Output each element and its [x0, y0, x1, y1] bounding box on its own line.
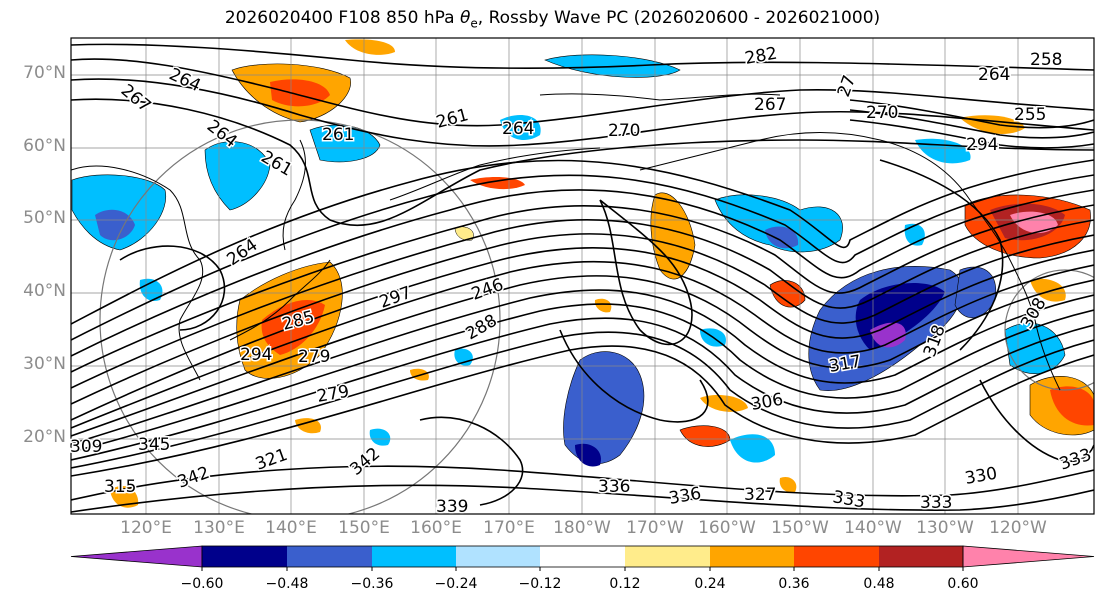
negative-anomaly: [563, 351, 645, 464]
positive-anomaly: [295, 418, 321, 434]
contour-label: 264: [502, 119, 534, 139]
positive-anomaly: [110, 485, 139, 508]
lon-label-170e: 170°E: [483, 518, 535, 538]
positive-anomaly: [779, 476, 797, 493]
positive-anomaly: [454, 226, 474, 241]
colorbar-tick-label: −0.48: [265, 576, 309, 592]
negative-anomaly: [139, 278, 163, 301]
contour-label: 336: [598, 477, 630, 497]
lon-label-150e: 150°E: [338, 518, 390, 538]
lon-label-130e: 130°E: [193, 518, 245, 538]
contour-label: 339: [436, 497, 468, 517]
lat-label-60n: 60°N: [23, 136, 66, 156]
contour-label: 294: [966, 135, 998, 155]
contour-label: 285: [280, 307, 317, 335]
contour-label: 309: [70, 437, 102, 457]
lon-label-120w: 120°W: [989, 518, 1047, 538]
lon-label-160w: 160°W: [698, 518, 756, 538]
anomaly-shading: [71, 39, 1094, 508]
map-frame: [70, 37, 1095, 515]
negative-anomaly: [575, 443, 601, 467]
contour-label: 267: [754, 95, 786, 115]
map-title: 2026020400 F108 850 hPa θe, Rossby Wave …: [224, 8, 881, 31]
lon-label-140e: 140°E: [265, 518, 317, 538]
negative-anomaly: [204, 141, 271, 211]
contour-label: 333: [920, 493, 952, 513]
colorbar-tick-label: 0.24: [694, 576, 726, 592]
negative-anomaly: [1004, 322, 1066, 374]
positive-anomaly: [261, 300, 325, 355]
positive-anomaly: [470, 177, 525, 190]
contour-label: 315: [104, 477, 136, 497]
contour-label: 336: [667, 484, 702, 509]
positive-anomaly: [594, 298, 612, 313]
negative-anomaly: [500, 115, 541, 140]
lon-label-170w: 170°W: [626, 518, 684, 538]
positive-anomaly: [1010, 211, 1058, 234]
negative-anomaly: [870, 322, 906, 348]
lat-label-50n: 50°N: [23, 208, 66, 228]
colorbar-tick-label: 0.60: [947, 576, 979, 592]
contour-label: 264: [978, 65, 1010, 85]
negative-anomaly: [765, 226, 799, 249]
lat-label-70n: 70°N: [23, 63, 66, 83]
colorbar-tick-label: 0.36: [778, 576, 810, 592]
contour-label: 279: [298, 347, 330, 367]
lon-label-120e: 120°E: [120, 518, 172, 538]
colorbar-tick-label: 0.12: [609, 576, 641, 592]
contour-label: 345: [138, 435, 170, 455]
lat-label-30n: 30°N: [23, 354, 66, 374]
contour-label: 255: [1014, 105, 1046, 125]
lon-label-150w: 150°W: [771, 518, 829, 538]
colorbar-tick-label: 0.48: [863, 576, 895, 592]
lon-label-180w: 180°W: [553, 518, 611, 538]
colorbar-tick-label: −0.60: [180, 576, 224, 592]
contour-label: 327: [744, 485, 776, 505]
coastlines: [71, 93, 1061, 391]
lon-label-140w: 140°W: [844, 518, 902, 538]
contour-label: 261: [322, 125, 354, 145]
positive-anomaly: [1050, 386, 1094, 426]
positive-anomaly: [1030, 278, 1066, 302]
lon-label-130w: 130°W: [916, 518, 974, 538]
positive-anomaly: [345, 39, 395, 55]
contour-label: 294: [240, 345, 272, 365]
lat-label-40n: 40°N: [23, 281, 66, 301]
range-circles: [99, 119, 1094, 514]
contour-label: 270: [608, 121, 640, 141]
positive-anomaly: [679, 425, 731, 447]
colorbar-tick-label: −0.24: [434, 576, 478, 592]
lat-label-20n: 20°N: [23, 427, 66, 447]
negative-anomaly: [369, 428, 391, 446]
negative-anomaly: [95, 209, 135, 241]
lon-label-160e: 160°E: [410, 518, 462, 538]
colorbar-tick-label: −0.12: [518, 576, 562, 592]
negative-anomaly: [730, 434, 775, 463]
colorbar-tick-label: −0.36: [350, 576, 394, 592]
theta-e-contours: [71, 43, 1094, 513]
contour-label: 270: [866, 103, 898, 123]
contour-label: 258: [1030, 50, 1062, 70]
